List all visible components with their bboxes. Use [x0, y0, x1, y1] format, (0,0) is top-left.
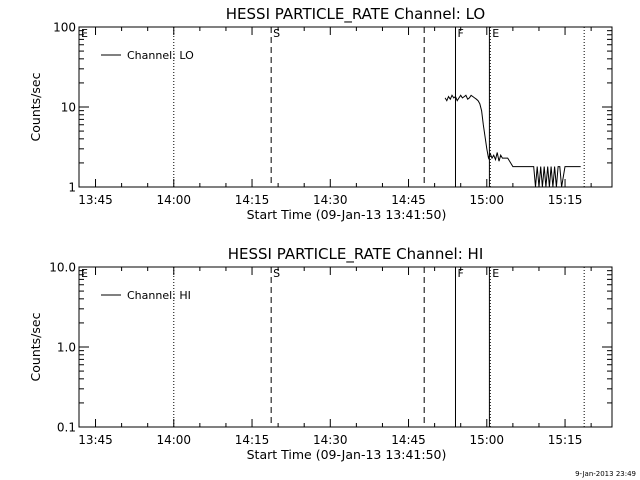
x-tick-label: 14:00 [156, 433, 191, 447]
x-tick-label: 14:15 [235, 193, 270, 207]
event-marker-label: E [492, 267, 499, 280]
legend-label: Channel: LO [127, 49, 194, 62]
x-tick-label: 15:15 [548, 193, 583, 207]
x-tick-label: 14:45 [391, 193, 426, 207]
y-tick-label: 10 [61, 101, 76, 115]
x-tick-label: 13:45 [78, 433, 113, 447]
legend-label: Channel: HI [127, 289, 191, 302]
timestamp-label: 9-Jan-2013 23:49 [575, 470, 636, 478]
event-marker-label: S [273, 27, 280, 40]
series-line [444, 94, 581, 188]
event-marker-label: S [273, 267, 280, 280]
y-axis-label: Counts/sec [28, 72, 43, 141]
event-marker-label: F [457, 267, 463, 280]
chart-title: HESSI PARTICLE_RATE Channel: HI [228, 245, 484, 264]
y-tick-label: 1.0 [57, 341, 76, 355]
x-tick-label: 14:30 [313, 433, 348, 447]
x-tick-label: 14:30 [313, 193, 348, 207]
chart-title: HESSI PARTICLE_RATE Channel: LO [226, 5, 485, 24]
chart-panels: HESSI PARTICLE_RATE Channel: LO 13:45 14:0… [28, 5, 613, 462]
x-tick-label: 14:15 [235, 433, 270, 447]
x-axis-label: Start Time (09-Jan-13 13:41:50) [247, 447, 447, 462]
x-tick-label: 15:00 [469, 433, 504, 447]
y-tick-label: 10.0 [49, 261, 76, 275]
panel-1: HESSI PARTICLE_RATE Channel: LO 13:45 14:0… [28, 5, 613, 222]
x-tick-label: 15:00 [469, 193, 504, 207]
y-axis-label: Counts/sec [28, 312, 43, 381]
event-marker-label: E [81, 267, 88, 280]
event-marker-label: E [81, 27, 88, 40]
panel-2: HESSI PARTICLE_RATE Channel: HI 13:45 14:0… [28, 245, 613, 462]
event-marker-label: F [457, 27, 463, 40]
event-marker-label: E [492, 27, 499, 40]
x-tick-label: 14:45 [391, 433, 426, 447]
y-tick-label: 100 [53, 21, 76, 35]
y-tick-label: 1 [68, 181, 76, 195]
x-axis-label: Start Time (09-Jan-13 13:41:50) [247, 207, 447, 222]
x-tick-label: 13:45 [78, 193, 113, 207]
x-tick-label: 14:00 [156, 193, 191, 207]
x-tick-label: 15:15 [548, 433, 583, 447]
y-tick-label: 0.1 [57, 421, 76, 435]
